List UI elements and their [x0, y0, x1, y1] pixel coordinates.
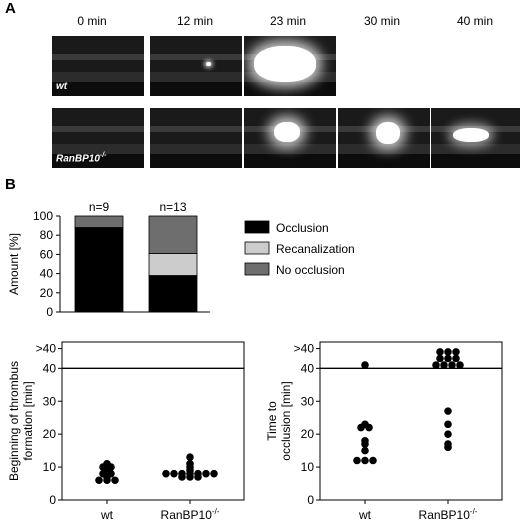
occl-data-point: [444, 348, 452, 356]
bar-y-tick-label: 60: [40, 247, 54, 261]
begin-y-tick-label: 0: [49, 493, 56, 507]
panel-b-letter: B: [5, 176, 16, 193]
occl-data-point: [444, 420, 452, 429]
begin-y-tick-label: 10: [43, 460, 57, 474]
legend-swatch: [244, 220, 270, 234]
occl-data-point: [361, 420, 369, 429]
occl-data-point: [456, 361, 464, 369]
begin-data-point: [95, 476, 103, 485]
ko-frame-40min: [431, 108, 520, 168]
begin-data-point: [186, 459, 194, 468]
occl-data-point: [448, 361, 456, 369]
wt-frame-23min: [244, 36, 336, 96]
panel-a-letter: A: [5, 0, 16, 17]
occl-data-point: [432, 361, 440, 369]
begin-data-point: [186, 453, 194, 462]
time-label-4: 40 min: [456, 14, 494, 28]
occl-data-point: [444, 440, 452, 448]
occl-data-point: [361, 446, 369, 455]
occl-y-tick-label: 30: [301, 394, 315, 408]
time-label-3: 30 min: [363, 14, 401, 28]
legend-label: No occlusion: [276, 263, 345, 277]
begin-y-tick-label: 30: [43, 394, 57, 408]
begin-y-tick-label: 20: [43, 427, 57, 441]
occl-data-point: [353, 456, 361, 465]
bar-category-label: n=13: [159, 200, 186, 214]
ko-frame-12min: [150, 108, 242, 168]
occl-y-tick-label: 10: [301, 460, 315, 474]
bar-y-tick-label: 0: [46, 305, 53, 319]
begin-data-point: [178, 469, 186, 478]
bar-category-label: n=9: [89, 200, 110, 214]
occl-data-point: [452, 354, 460, 363]
occl-data-point: [452, 348, 460, 356]
begin-data-point: [111, 476, 119, 485]
occl-y-axis-label: occlusion [min]: [279, 381, 293, 460]
ko-frame-30min: [338, 108, 430, 168]
stacked-bar-chart: 0 20 40 60 80 100 Amount [%] n=9 n=13 Occlusion Re…: [7, 200, 355, 319]
begin-plot-frame: [61, 341, 245, 501]
occl-data-point: [361, 436, 369, 445]
wt-frame-0min: wt: [52, 36, 144, 96]
begin-data-point: [103, 459, 111, 468]
bar-segment: [148, 215, 198, 254]
bar-y-tick-label: 80: [40, 228, 54, 242]
begin-y-tick-label: >40: [36, 342, 57, 356]
time-to-occlusion-plot: 0 10 20 30 40 >40 Time to occlusion [min] wt RanB…: [265, 341, 503, 522]
occl-data-point: [361, 456, 369, 465]
time-label-2: 23 min: [269, 14, 307, 28]
bar-segment: [148, 275, 198, 313]
ko-frame-0min: RanBP10-/-: [52, 108, 144, 168]
bar-y-tick-label: 100: [33, 209, 53, 223]
time-label-0: 0 min: [77, 14, 107, 28]
begin-y-tick-label: 40: [43, 361, 57, 375]
ko-frame-23min: [244, 108, 336, 168]
thrombus-begin-plot: 0 10 20 30 40 >40 Beginning of thrombus formati…: [7, 341, 245, 522]
wt-frame-12min: [150, 36, 242, 96]
bar-segment: [148, 253, 198, 276]
begin-data-point: [210, 469, 218, 478]
legend-label: Recanalization: [276, 242, 355, 256]
legend-label: Occlusion: [276, 221, 329, 235]
bar-y-tick-label: 20: [40, 286, 54, 300]
occl-y-tick-label: 0: [307, 493, 314, 507]
occl-data-point: [444, 354, 452, 363]
legend-swatch: [244, 241, 270, 255]
begin-y-axis-label: formation [min]: [21, 381, 35, 460]
occl-data-point: [436, 354, 444, 363]
occl-y-tick-label: 20: [301, 427, 315, 441]
occl-data-point: [361, 361, 369, 369]
occl-y-tick-label: 40: [301, 361, 315, 375]
occl-y-axis-label: Time to: [265, 401, 279, 441]
begin-y-axis-label: Beginning of thrombus: [7, 361, 21, 481]
occl-x-tick-label: RanBP10-/-: [419, 507, 478, 522]
bar-y-tick-label: 40: [40, 267, 54, 281]
occl-data-point: [444, 407, 452, 415]
occl-data-point: [440, 361, 448, 369]
bar-segment: [74, 227, 124, 313]
wt-row-label: wt: [56, 81, 68, 92]
begin-x-tick-label: wt: [100, 508, 114, 522]
time-label-1: 12 min: [176, 14, 214, 28]
bar-segment: [74, 215, 124, 228]
occl-data-point: [444, 430, 452, 438]
occl-data-point: [369, 456, 377, 465]
occl-plot-frame: [319, 341, 503, 501]
occl-data-point: [436, 348, 444, 356]
occl-y-tick-label: >40: [294, 342, 315, 356]
occl-x-tick-label: wt: [358, 508, 372, 522]
ko-row-label: RanBP10-/-: [56, 151, 107, 164]
bar-y-axis-label: Amount [%]: [7, 233, 21, 295]
begin-x-tick-label: RanBP10-/-: [161, 507, 220, 522]
begin-data-point: [162, 469, 170, 478]
legend-swatch: [244, 262, 270, 276]
begin-data-point: [202, 469, 210, 478]
begin-data-point: [170, 469, 178, 478]
begin-data-point: [194, 469, 202, 478]
